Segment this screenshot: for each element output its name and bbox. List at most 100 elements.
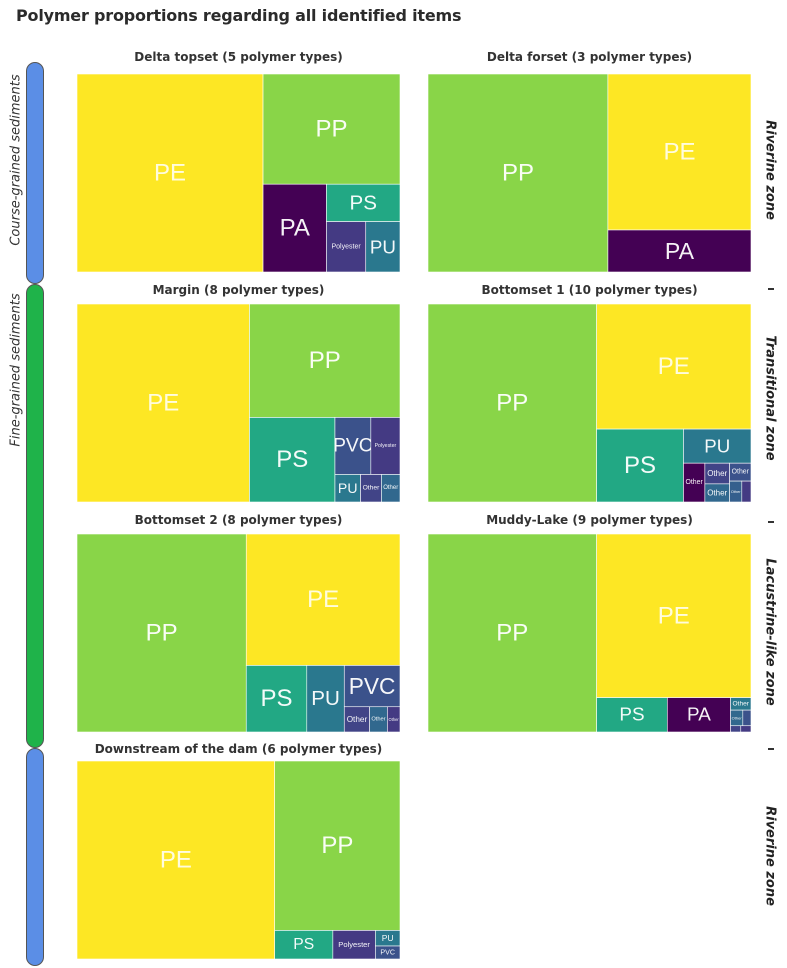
treemap-tile-rect: [245, 534, 400, 666]
treemap-tile-polyester: Polyester: [332, 930, 376, 959]
treemap-tile-ps: PS: [245, 665, 308, 732]
treemap-tile-rect: [326, 183, 400, 222]
treemap-tile-rect: [274, 761, 400, 931]
treemap-tile-ps: PS: [249, 417, 336, 502]
treemap-tile-label: PU: [338, 480, 358, 496]
panel-title: Delta forset (3 polymer types): [486, 50, 693, 64]
treemap-tile-rect: [77, 534, 247, 732]
panel-title: Downstream of the dam (6 polymer types): [94, 742, 383, 756]
treemap-panel-bottomset-1: Bottomset 1 (10 polymer types) PP PE PS PU O…: [428, 283, 751, 503]
coarse-sediment-bracket-lower: [26, 748, 44, 966]
treemap-tile-label: PS: [349, 191, 376, 214]
treemap-tile-label: PP: [146, 620, 178, 647]
treemap-tile-label: PU: [370, 236, 396, 257]
treemap-tile-rect: [245, 665, 308, 732]
zone-label-transitional: Transitional zone: [762, 335, 778, 461]
treemap-tile-other: [730, 725, 742, 732]
treemap-tile-label: PA: [687, 704, 711, 725]
treemap-tile-pp: PP: [428, 74, 609, 272]
coarse-sediment-bracket: [26, 62, 44, 284]
treemap-tile-rect: [596, 697, 668, 732]
treemap-tile-rect: [77, 761, 275, 959]
treemap-tile-ps: PS: [274, 930, 334, 959]
treemap-tile-label: Polyester: [338, 940, 370, 949]
treemap-tile-label: PU: [382, 933, 394, 943]
coarse-sediment-label: Course-grained sediments: [8, 74, 24, 246]
panel-title: Bottomset 2 (8 polymer types): [134, 513, 343, 527]
treemap-tile-pu: PU: [375, 930, 400, 947]
treemap-tile-label: Polyester: [375, 443, 397, 449]
treemap-tile-rect: [596, 304, 751, 430]
treemap-tile-label: PS: [261, 685, 293, 712]
treemap-tile-other: Other: [343, 706, 370, 732]
panel-title: Margin (8 polymer types): [152, 283, 325, 297]
fine-sediment-bracket: [26, 284, 44, 748]
treemap-tile-label: PS: [619, 704, 644, 725]
treemap-tile-pu: PU: [306, 665, 345, 732]
treemap-chart: PP PE PS PA Other Other: [428, 534, 751, 732]
treemap-tile-label: Polyester: [331, 243, 361, 250]
treemap-tile-rect: [326, 221, 367, 272]
zone-separator: [768, 748, 774, 750]
treemap-tile-rect: [730, 725, 742, 732]
treemap-tile-ps: PS: [326, 183, 400, 222]
treemap-tile-rect: [742, 709, 751, 727]
treemap-tile-label: PE: [147, 390, 179, 417]
treemap-tile-rect: [77, 74, 264, 272]
treemap-tile-label: PE: [663, 138, 695, 165]
treemap-tile-pp: PP: [274, 761, 400, 931]
treemap-tile-label: PU: [704, 436, 730, 457]
fine-sediment-label: Fine-grained sediments: [8, 293, 24, 447]
treemap-tile-other: [741, 480, 751, 502]
treemap-tile-pa: PA: [262, 183, 327, 272]
treemap-tile-label: PE: [154, 160, 186, 187]
treemap-panel-bottomset-2: Bottomset 2 (8 polymer types) PP PE PS PU PV…: [77, 513, 400, 733]
treemap-tile-rect: [607, 74, 751, 231]
treemap-tile-pe: PE: [77, 761, 275, 959]
treemap-tile-rect: [683, 428, 751, 464]
treemap-tile-pp: PP: [428, 534, 597, 732]
treemap-tile-pe: PE: [607, 74, 751, 231]
treemap-tile-pe: PE: [596, 534, 751, 698]
treemap-tile-label: PS: [624, 452, 656, 479]
treemap-tile-label: PU: [311, 687, 340, 710]
treemap-tile-label: PVC: [380, 949, 395, 957]
treemap-tile-rect: [249, 304, 400, 418]
treemap-tile-pp: PP: [77, 534, 247, 732]
treemap-tile-label: PP: [496, 390, 528, 417]
treemap-tile-label: Other: [733, 700, 750, 707]
treemap-tile-other: Other: [369, 706, 388, 732]
treemap-tile-other: Other: [360, 474, 382, 502]
treemap-panel-downstream-dam: Downstream of the dam (6 polymer types) …: [77, 742, 400, 962]
treemap-tile-ps: PS: [596, 428, 684, 502]
treemap-tile-other: [742, 709, 751, 727]
treemap-tile-label: PP: [316, 116, 348, 143]
treemap-tile-label: Other: [707, 488, 727, 497]
treemap-tile-label: Other: [371, 716, 385, 722]
zone-label-riverine-lower: Riverine zone: [762, 806, 778, 906]
treemap-tile-label: Other: [732, 715, 743, 720]
treemap-panel-margin: Margin (8 polymer types) PE PP PS PVC Polyes…: [77, 283, 400, 503]
zone-separator: [768, 521, 774, 523]
treemap-tile-label: PP: [496, 620, 528, 647]
treemap-tile-pp: PP: [428, 304, 597, 502]
treemap-tile-label: PE: [658, 353, 690, 380]
treemap-panel-muddy-lake: Muddy-Lake (9 polymer types) PP PE PS PA Oth…: [428, 513, 751, 733]
treemap-tile-rect: [262, 183, 327, 272]
zone-label-riverine-upper: Riverine zone: [762, 120, 778, 220]
treemap-panel-delta-topset: Delta topset (5 polymer types) PE PP PA PS P…: [77, 50, 400, 274]
treemap-tile-rect: [741, 480, 751, 502]
treemap-tile-other: [740, 725, 751, 732]
treemap-tile-label: PE: [307, 586, 339, 613]
treemap-tile-pvc: PVC: [375, 945, 400, 959]
treemap-tile-pp: PP: [262, 74, 400, 185]
treemap-tile-label: PE: [160, 847, 192, 874]
treemap-tile-rect: [370, 417, 400, 475]
treemap-tile-other: Other: [387, 706, 400, 732]
treemap-tile-other: Other: [704, 462, 730, 485]
panel-title: Delta topset (5 polymer types): [134, 50, 343, 64]
treemap-tile-rect: [365, 221, 400, 272]
treemap-tile-rect: [596, 534, 751, 698]
treemap-tile-other: Other: [683, 462, 706, 502]
treemap-tile-label: PVC: [349, 673, 396, 699]
